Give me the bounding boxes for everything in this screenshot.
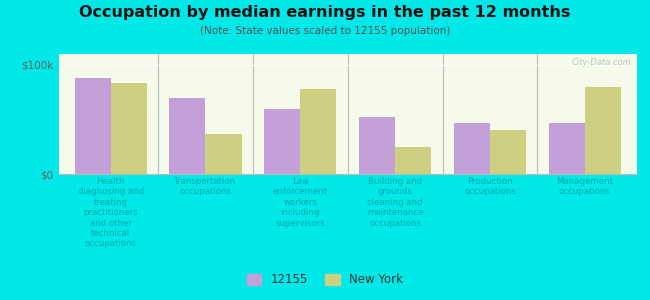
Text: Management
occupations: Management occupations: [556, 177, 614, 197]
Bar: [454, 123, 490, 174]
Text: Occupation by median earnings in the past 12 months: Occupation by median earnings in the pas…: [79, 4, 571, 20]
Legend: 12155, New York: 12155, New York: [242, 269, 408, 291]
Bar: [490, 130, 526, 174]
Bar: [75, 78, 110, 174]
Bar: [359, 117, 395, 174]
Bar: [395, 147, 431, 174]
Bar: [111, 83, 147, 174]
Text: (Note: State values scaled to 12155 population): (Note: State values scaled to 12155 popu…: [200, 26, 450, 35]
Bar: [585, 87, 621, 174]
Text: Transportation
occupations: Transportation occupations: [174, 177, 237, 197]
Bar: [170, 98, 205, 174]
Bar: [265, 109, 300, 174]
Text: City-Data.com: City-Data.com: [571, 58, 631, 67]
Bar: [300, 89, 336, 174]
Bar: [549, 123, 585, 174]
Text: Health
diagnosing and
treating
practitioners
and other
technical
occupations: Health diagnosing and treating practitio…: [77, 177, 144, 248]
Text: Production
occupations: Production occupations: [464, 177, 516, 197]
Text: Law
enforcement
workers
including
supervisors: Law enforcement workers including superv…: [273, 177, 328, 228]
Text: Building and
grounds
cleaning and
maintenance
occupations: Building and grounds cleaning and mainte…: [367, 177, 424, 228]
Bar: [205, 134, 242, 174]
